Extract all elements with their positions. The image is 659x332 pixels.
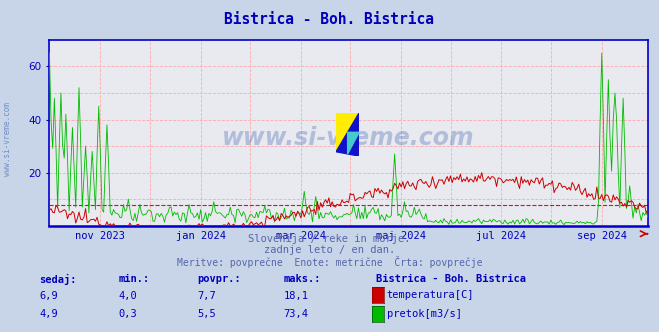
Text: 7,7: 7,7 xyxy=(198,290,216,300)
Text: 0,3: 0,3 xyxy=(119,309,137,319)
Text: 4,9: 4,9 xyxy=(40,309,58,319)
Polygon shape xyxy=(336,113,359,156)
Text: temperatura[C]: temperatura[C] xyxy=(387,290,474,300)
Text: www.si-vreme.com: www.si-vreme.com xyxy=(3,103,13,176)
Text: 5,5: 5,5 xyxy=(198,309,216,319)
Text: Bistrica - Boh. Bistrica: Bistrica - Boh. Bistrica xyxy=(376,274,526,284)
Polygon shape xyxy=(336,113,359,152)
Text: maks.:: maks.: xyxy=(283,274,321,284)
Text: www.si-vreme.com: www.si-vreme.com xyxy=(222,126,475,150)
Text: Slovenija / reke in morje.: Slovenija / reke in morje. xyxy=(248,234,411,244)
Text: pretok[m3/s]: pretok[m3/s] xyxy=(387,309,462,319)
Text: Bistrica - Boh. Bistrica: Bistrica - Boh. Bistrica xyxy=(225,12,434,27)
Polygon shape xyxy=(348,132,359,154)
Text: 73,4: 73,4 xyxy=(283,309,308,319)
Text: zadnje leto / en dan.: zadnje leto / en dan. xyxy=(264,245,395,255)
Text: sedaj:: sedaj: xyxy=(40,274,77,285)
Text: 6,9: 6,9 xyxy=(40,290,58,300)
Text: povpr.:: povpr.: xyxy=(198,274,241,284)
Text: Meritve: povprečne  Enote: metrične  Črta: povprečje: Meritve: povprečne Enote: metrične Črta:… xyxy=(177,256,482,268)
Text: 18,1: 18,1 xyxy=(283,290,308,300)
Text: min.:: min.: xyxy=(119,274,150,284)
Text: 4,0: 4,0 xyxy=(119,290,137,300)
